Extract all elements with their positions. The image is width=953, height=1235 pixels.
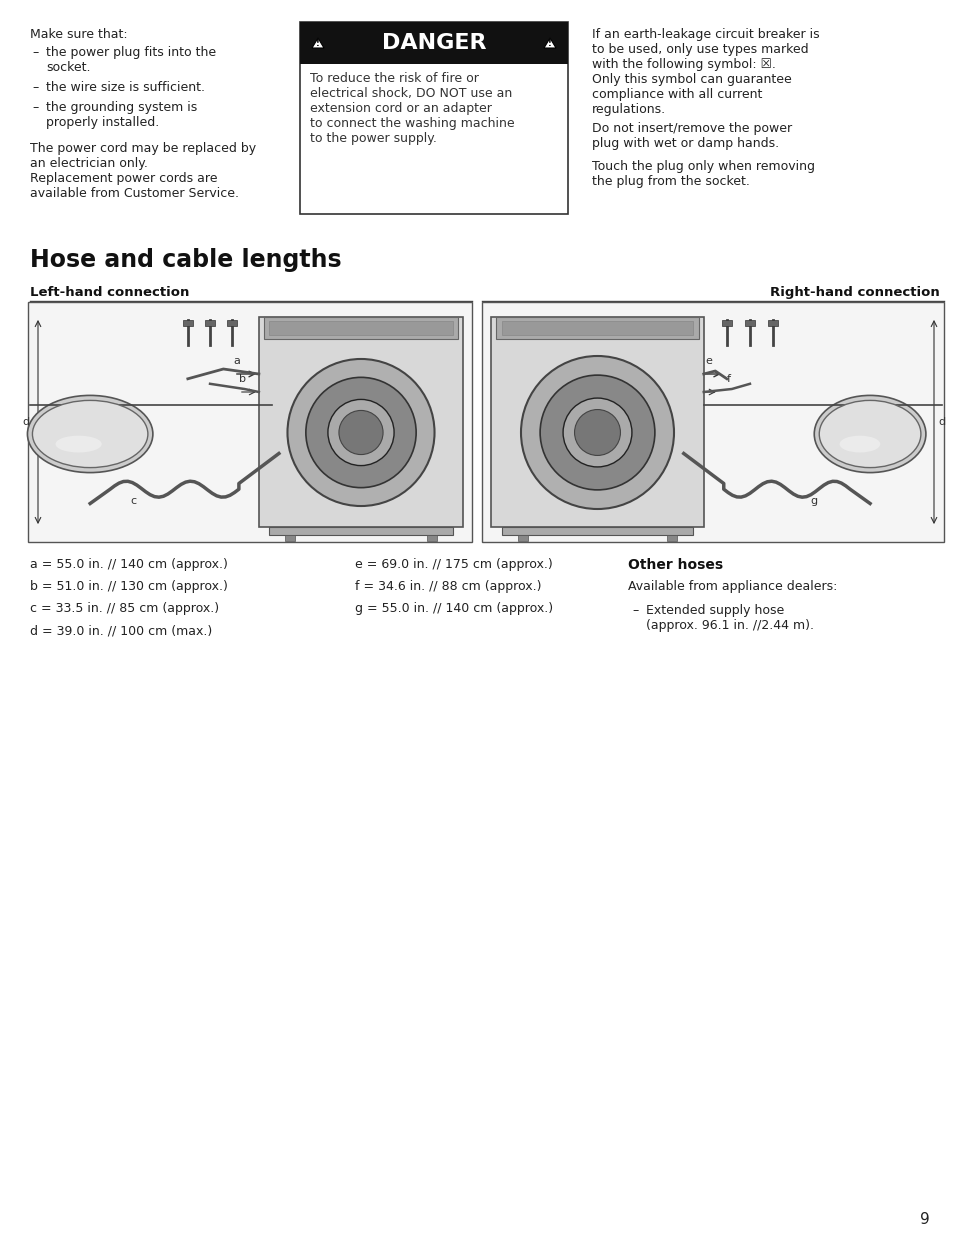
Bar bbox=[258, 317, 462, 527]
Bar bbox=[269, 321, 453, 335]
Circle shape bbox=[520, 356, 674, 509]
Text: a: a bbox=[233, 356, 240, 366]
Text: 9: 9 bbox=[920, 1212, 929, 1228]
Bar bbox=[517, 535, 528, 541]
Text: DANGER: DANGER bbox=[381, 33, 486, 53]
Bar bbox=[227, 320, 237, 326]
Bar bbox=[501, 321, 693, 335]
Text: c = 33.5 in. // 85 cm (approx.): c = 33.5 in. // 85 cm (approx.) bbox=[30, 601, 219, 615]
Text: Right-hand connection: Right-hand connection bbox=[769, 287, 939, 299]
Text: –: – bbox=[631, 604, 638, 618]
Bar bbox=[427, 535, 437, 541]
Bar bbox=[744, 320, 754, 326]
Bar bbox=[481, 303, 943, 542]
Text: Available from appliance dealers:: Available from appliance dealers: bbox=[627, 580, 837, 593]
Circle shape bbox=[287, 359, 434, 506]
Ellipse shape bbox=[819, 400, 920, 468]
Bar bbox=[501, 527, 693, 535]
Ellipse shape bbox=[814, 395, 925, 473]
Text: !: ! bbox=[315, 40, 319, 48]
Polygon shape bbox=[312, 38, 324, 48]
Bar bbox=[28, 303, 472, 542]
Bar bbox=[269, 527, 453, 535]
Text: –: – bbox=[32, 101, 38, 114]
Circle shape bbox=[328, 399, 394, 466]
Text: Hose and cable lengths: Hose and cable lengths bbox=[30, 248, 341, 272]
Text: f = 34.6 in. // 88 cm (approx.): f = 34.6 in. // 88 cm (approx.) bbox=[355, 580, 541, 593]
Text: e = 69.0 in. // 175 cm (approx.): e = 69.0 in. // 175 cm (approx.) bbox=[355, 558, 552, 571]
Bar bbox=[496, 317, 698, 338]
Text: If an earth-leakage circuit breaker is
to be used, only use types marked
with th: If an earth-leakage circuit breaker is t… bbox=[592, 28, 819, 116]
Bar bbox=[205, 320, 214, 326]
Text: d: d bbox=[937, 417, 944, 427]
Circle shape bbox=[539, 375, 654, 490]
Text: c: c bbox=[130, 496, 136, 506]
Bar bbox=[299, 22, 567, 214]
Text: f: f bbox=[726, 374, 730, 384]
Text: the grounding system is
properly installed.: the grounding system is properly install… bbox=[46, 101, 197, 128]
Text: –: – bbox=[32, 46, 38, 59]
Bar bbox=[183, 320, 193, 326]
Text: g = 55.0 in. // 140 cm (approx.): g = 55.0 in. // 140 cm (approx.) bbox=[355, 601, 553, 615]
Bar bbox=[666, 535, 677, 541]
Text: Do not insert/remove the power
plug with wet or damp hands.: Do not insert/remove the power plug with… bbox=[592, 122, 791, 149]
Ellipse shape bbox=[55, 436, 102, 452]
Ellipse shape bbox=[32, 400, 148, 468]
Ellipse shape bbox=[28, 395, 152, 473]
Text: !: ! bbox=[547, 40, 552, 48]
Circle shape bbox=[574, 410, 619, 456]
Circle shape bbox=[338, 410, 383, 454]
Text: the wire size is sufficient.: the wire size is sufficient. bbox=[46, 82, 205, 94]
Polygon shape bbox=[543, 38, 556, 48]
Circle shape bbox=[562, 398, 631, 467]
Bar bbox=[721, 320, 731, 326]
Text: Touch the plug only when removing
the plug from the socket.: Touch the plug only when removing the pl… bbox=[592, 161, 814, 188]
Text: To reduce the risk of fire or
electrical shock, DO NOT use an
extension cord or : To reduce the risk of fire or electrical… bbox=[310, 72, 514, 144]
Text: Make sure that:: Make sure that: bbox=[30, 28, 128, 41]
Text: Other hoses: Other hoses bbox=[627, 558, 722, 572]
Text: Left-hand connection: Left-hand connection bbox=[30, 287, 190, 299]
Bar bbox=[767, 320, 778, 326]
Text: d = 39.0 in. // 100 cm (max.): d = 39.0 in. // 100 cm (max.) bbox=[30, 624, 212, 637]
Bar bbox=[491, 317, 703, 527]
Text: a = 55.0 in. // 140 cm (approx.): a = 55.0 in. // 140 cm (approx.) bbox=[30, 558, 228, 571]
Ellipse shape bbox=[839, 436, 880, 452]
Text: e: e bbox=[704, 356, 712, 366]
Text: –: – bbox=[32, 82, 38, 94]
Bar bbox=[299, 22, 567, 64]
Text: b: b bbox=[239, 374, 246, 384]
Text: d: d bbox=[23, 417, 30, 427]
Bar bbox=[284, 535, 294, 541]
Text: g: g bbox=[809, 496, 817, 506]
Text: Extended supply hose
(approx. 96.1 in. //2.44 m).: Extended supply hose (approx. 96.1 in. /… bbox=[645, 604, 813, 632]
Bar bbox=[264, 317, 457, 338]
Text: b = 51.0 in. // 130 cm (approx.): b = 51.0 in. // 130 cm (approx.) bbox=[30, 580, 228, 593]
Circle shape bbox=[306, 378, 416, 488]
Text: the power plug fits into the
socket.: the power plug fits into the socket. bbox=[46, 46, 216, 74]
Text: The power cord may be replaced by
an electrician only.
Replacement power cords a: The power cord may be replaced by an ele… bbox=[30, 142, 255, 200]
